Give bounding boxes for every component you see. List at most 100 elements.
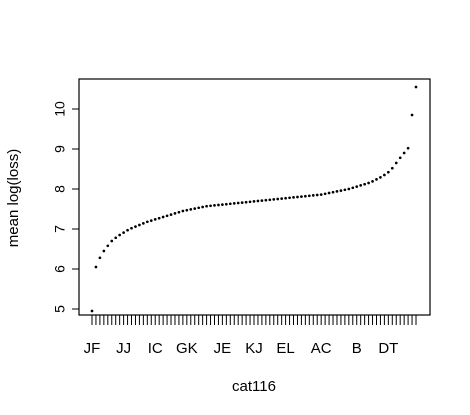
data-point [347, 187, 351, 191]
data-point [268, 198, 272, 202]
x-tick-label: GK [176, 340, 198, 357]
data-point [94, 265, 98, 269]
data-point [402, 151, 406, 155]
data-point [217, 203, 220, 207]
data-point [98, 256, 102, 260]
x-tick-label: KJ [245, 340, 263, 357]
data-point [228, 202, 232, 206]
data-point [138, 223, 141, 227]
x-tick-label: EL [276, 340, 294, 357]
y-axis-label: mean log(loss) [5, 149, 22, 247]
data-point [134, 225, 137, 228]
data-point [386, 170, 390, 174]
data-point [213, 204, 216, 207]
data-point [343, 188, 347, 192]
data-point [122, 231, 125, 234]
data-point [355, 185, 359, 188]
data-point [161, 215, 165, 219]
y-tick-label: 7 [52, 225, 68, 233]
y-tick-label: 8 [52, 185, 68, 193]
data-point [110, 239, 114, 243]
y-tick-label: 6 [52, 265, 68, 273]
data-point [90, 309, 94, 313]
data-point [351, 186, 355, 190]
data-point [284, 196, 287, 200]
data-point [209, 204, 212, 208]
y-tick-label: 9 [52, 145, 68, 153]
data-point [102, 249, 106, 253]
data-point [224, 202, 228, 206]
y-tick-label: 5 [52, 305, 68, 313]
y-axis: 5 6 7 8 9 10 [52, 101, 80, 313]
data-point [375, 178, 378, 181]
data-point [410, 113, 414, 117]
data-point [414, 85, 418, 89]
data-point [248, 200, 252, 204]
y-tick-label: 10 [52, 101, 68, 117]
data-point [367, 181, 370, 185]
data-point [256, 199, 260, 203]
data-point [130, 226, 133, 230]
data-point [149, 219, 153, 222]
data-point [390, 166, 394, 170]
data-point [244, 200, 248, 204]
data-point [323, 192, 327, 196]
data-point [272, 198, 276, 201]
plot-frame [78, 78, 431, 316]
data-point [406, 146, 410, 150]
data-point [193, 207, 197, 210]
data-point [177, 210, 181, 214]
data-point [173, 212, 177, 215]
data-point [197, 206, 201, 210]
data-point [201, 205, 204, 209]
x-tick-label: IC [148, 340, 163, 357]
data-point [280, 197, 284, 200]
x-tick-label: DT [378, 340, 398, 357]
x-tick-label: JE [214, 340, 232, 357]
data-point [145, 220, 149, 224]
data-point [106, 244, 110, 248]
x-axis-label: cat116 [232, 378, 276, 395]
x-tick-label: AC [311, 340, 332, 357]
data-point [126, 228, 129, 232]
data-point [118, 233, 122, 237]
data-point [363, 182, 366, 186]
data-point [260, 199, 264, 202]
x-tick-label: JJ [116, 340, 131, 357]
data-point [232, 202, 236, 205]
data-point [315, 193, 319, 197]
data-point [371, 180, 374, 183]
data-point [335, 190, 339, 193]
data-point [296, 195, 299, 199]
data-point [276, 197, 280, 201]
data-point [300, 195, 303, 198]
data-point [153, 218, 157, 221]
data-point [189, 208, 193, 211]
data-point [114, 236, 118, 240]
data-point [165, 214, 169, 218]
x-tick-label: B [352, 340, 362, 357]
data-point [236, 201, 240, 205]
data-point [292, 196, 295, 199]
data-point [157, 216, 161, 220]
data-point [307, 194, 311, 198]
x-axis: JF JJ IC GK JE KJ EL AC B DT [84, 314, 417, 357]
data-point [252, 200, 256, 203]
data-point [264, 198, 268, 202]
data-point [331, 190, 335, 194]
data-point [319, 193, 323, 196]
data-point [383, 173, 386, 177]
data-point [339, 189, 343, 192]
data-point [185, 208, 189, 212]
data-point [398, 156, 402, 160]
data-point [304, 194, 307, 198]
data-point [394, 161, 398, 165]
data-point [311, 194, 315, 197]
data-point [181, 209, 185, 213]
data-point [240, 201, 244, 204]
data-point [221, 203, 224, 206]
data-point [288, 196, 291, 200]
data-point [205, 204, 208, 208]
